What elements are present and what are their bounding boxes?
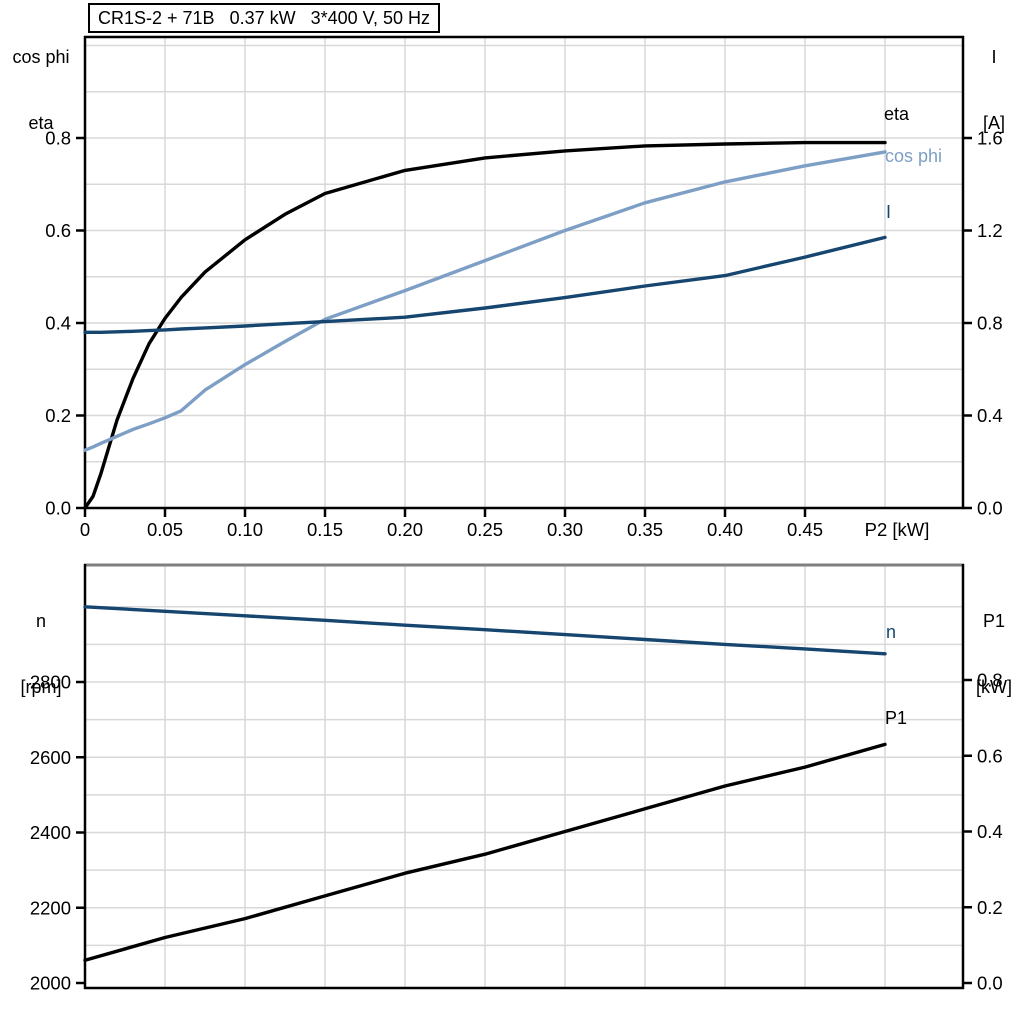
x-axis-tick-label: 0.10	[227, 519, 263, 540]
left-axis-tick-label: 0.6	[45, 220, 71, 241]
x-axis-tick-label: 0.05	[147, 519, 183, 540]
bottom-right-axis-title: P1 [kW]	[964, 566, 1024, 720]
x-axis-tick-label: 0.30	[547, 519, 583, 540]
x-axis-tick-label: 0.20	[387, 519, 423, 540]
right-axis-tick-label: 0.8	[977, 670, 1003, 691]
right-axis-tick-label: 0.4	[977, 405, 1003, 426]
right-axis-tick-label: 1.2	[977, 220, 1003, 241]
right-axis-tick-label: 0.8	[977, 313, 1003, 334]
left-axis-tick-label: 0.8	[45, 128, 71, 149]
current-axis-label: I	[991, 47, 997, 67]
cos-phi-curve-label: cos phi	[885, 146, 943, 166]
p1-axis-label: P1	[982, 611, 1006, 631]
bottom-chart: 2000 2200 2400 2600 2800 0.0 0.2 0.4 0.6 0.8	[30, 563, 1003, 994]
speed-unit-label: [rpm]	[20, 677, 62, 697]
x-axis-tick-label: 0.45	[787, 519, 823, 540]
curve-P1	[83, 742, 887, 962]
bottom-left-axis-title: n [rpm]	[2, 566, 80, 720]
curve-n	[83, 605, 887, 656]
top-chart: 0.0 0.2 0.4 0.6 0.8 0.0 0.4 0.8 1.2 1.6 0 0.05 0.10 0…	[45, 35, 1003, 540]
eta-curve-label: eta	[884, 104, 910, 124]
x-axis-title: P2 [kW]	[865, 519, 930, 540]
left-axis-tick-label: 0.0	[45, 498, 71, 519]
p1-curve-label: P1	[885, 708, 908, 728]
eta-axis-label: eta	[28, 113, 54, 133]
right-axis-tick-label: 0.4	[977, 821, 1003, 842]
curve-I	[83, 235, 887, 334]
current-curve-label: I	[886, 202, 892, 222]
left-axis-tick-label: 2800	[30, 672, 71, 693]
curve-eta	[83, 140, 887, 510]
x-axis-tick-label: 0.35	[627, 519, 663, 540]
top-left-axis-title: cos phi eta	[2, 2, 80, 156]
x-axis-tick-label: 0	[80, 519, 90, 540]
chart-title-box: CR1S-2 + 71B 0.37 kW 3*400 V, 50 Hz	[88, 3, 441, 33]
p1-unit-label: [kW]	[976, 677, 1012, 697]
left-axis-tick-label: 0.4	[45, 313, 71, 334]
left-axis-tick-label: 2200	[30, 897, 71, 918]
x-axis-tick-label: 0.40	[707, 519, 743, 540]
left-axis-tick-label: 2600	[30, 747, 71, 768]
curve-cos-phi	[83, 150, 887, 452]
left-axis-tick-label: 2000	[30, 973, 71, 994]
right-axis-tick-label: 0.2	[977, 897, 1003, 918]
speed-curve-label: n	[886, 622, 897, 642]
right-axis-tick-label: 0.0	[977, 498, 1003, 519]
left-axis-tick-label: 0.2	[45, 405, 71, 426]
top-right-axis-title: I [A]	[964, 2, 1024, 156]
current-unit-label: [A]	[982, 113, 1005, 133]
x-axis-tick-label: 0.15	[307, 519, 343, 540]
left-axis-tick-label: 2400	[30, 822, 71, 843]
right-axis-tick-label: 0.0	[977, 973, 1003, 994]
cos-phi-axis-label: cos phi	[12, 47, 70, 67]
right-axis-tick-label: 0.6	[977, 745, 1003, 766]
x-axis-tick-label: 0.25	[467, 519, 503, 540]
speed-axis-label: n	[35, 611, 46, 631]
right-axis-tick-label: 1.6	[977, 128, 1003, 149]
